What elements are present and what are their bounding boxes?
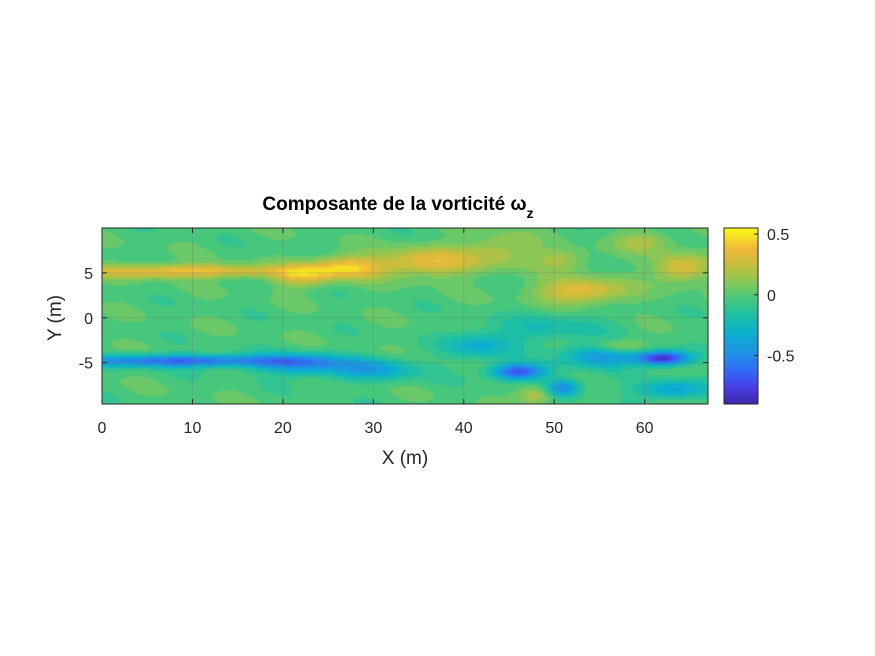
colorbar-tick-label: -0.5	[767, 348, 795, 365]
x-tick-label: 40	[455, 420, 473, 437]
y-axis-label: Y (m)	[45, 295, 66, 341]
vorticity-field	[102, 228, 708, 404]
y-tick-label: 0	[84, 311, 93, 328]
x-tick-label: 0	[98, 420, 107, 437]
y-tick-label: -5	[79, 356, 93, 373]
colorbar-tick-label: 0	[767, 288, 776, 305]
x-tick-label: 10	[184, 420, 202, 437]
colorbar-ticks: 0.5 0 -0.5	[754, 227, 795, 365]
y-tick-label: 5	[84, 266, 93, 283]
x-tick-label: 60	[636, 420, 654, 437]
colorbar	[723, 227, 759, 405]
colorbar-tick-label: 0.5	[767, 227, 789, 244]
x-axis-label: X (m)	[382, 448, 428, 469]
plot-area	[102, 228, 708, 404]
plot-frame	[101, 227, 709, 405]
y-axis: -5 0 5	[79, 266, 708, 373]
x-tick-label: 30	[364, 420, 382, 437]
chart-title: Composante de la vorticité ωz	[262, 194, 533, 221]
x-axis: 0 10 20 30 40 50 60	[98, 228, 654, 437]
x-tick-label: 50	[545, 420, 563, 437]
x-tick-label: 20	[274, 420, 292, 437]
grid-lines	[102, 228, 708, 404]
